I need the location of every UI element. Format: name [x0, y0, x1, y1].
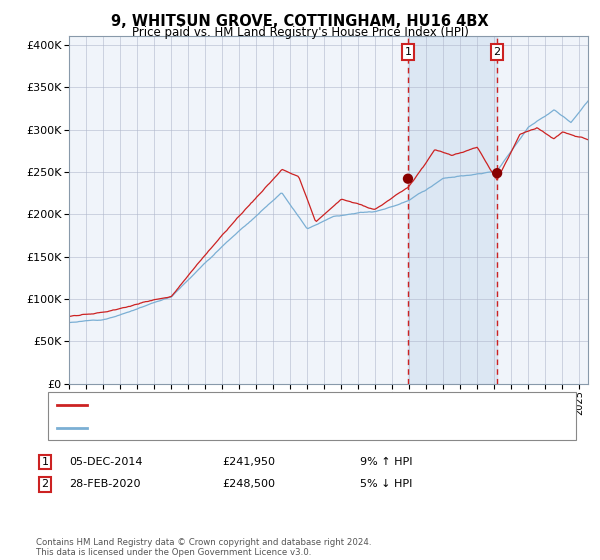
Text: 9, WHITSUN GROVE, COTTINGHAM, HU16 4BX (detached house): 9, WHITSUN GROVE, COTTINGHAM, HU16 4BX (… — [91, 400, 425, 410]
Text: 05-DEC-2014: 05-DEC-2014 — [69, 457, 143, 467]
Point — [493, 169, 502, 178]
Text: 28-FEB-2020: 28-FEB-2020 — [69, 479, 140, 489]
Text: Price paid vs. HM Land Registry's House Price Index (HPI): Price paid vs. HM Land Registry's House … — [131, 26, 469, 39]
Point — [403, 174, 413, 183]
Text: 2: 2 — [494, 47, 500, 57]
Text: 1: 1 — [41, 457, 49, 467]
Text: HPI: Average price, detached house, East Riding of Yorkshire: HPI: Average price, detached house, East… — [91, 423, 407, 433]
Text: £248,500: £248,500 — [222, 479, 275, 489]
Text: 1: 1 — [404, 47, 412, 57]
Text: £241,950: £241,950 — [222, 457, 275, 467]
Text: Contains HM Land Registry data © Crown copyright and database right 2024.
This d: Contains HM Land Registry data © Crown c… — [36, 538, 371, 557]
Text: 9% ↑ HPI: 9% ↑ HPI — [360, 457, 413, 467]
Text: 9, WHITSUN GROVE, COTTINGHAM, HU16 4BX: 9, WHITSUN GROVE, COTTINGHAM, HU16 4BX — [111, 14, 489, 29]
Text: 2: 2 — [41, 479, 49, 489]
Text: 5% ↓ HPI: 5% ↓ HPI — [360, 479, 412, 489]
Bar — [408, 36, 497, 384]
